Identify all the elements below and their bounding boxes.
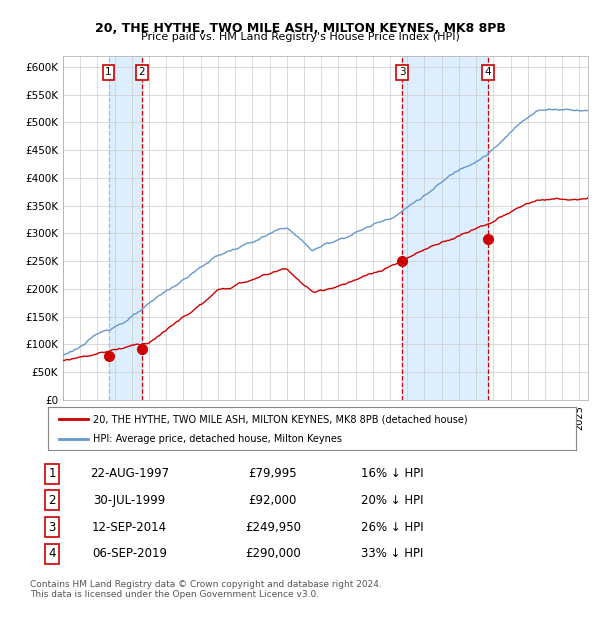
Bar	[109, 56, 142, 400]
Text: 26% ↓ HPI: 26% ↓ HPI	[361, 521, 424, 534]
Text: £79,995: £79,995	[248, 467, 297, 481]
Text: 4: 4	[49, 547, 56, 560]
Text: 2: 2	[139, 68, 145, 78]
Text: 22-AUG-1997: 22-AUG-1997	[90, 467, 169, 481]
Text: 20, THE HYTHE, TWO MILE ASH, MILTON KEYNES, MK8 8PB (detached house): 20, THE HYTHE, TWO MILE ASH, MILTON KEYN…	[93, 414, 467, 424]
Text: 12-SEP-2014: 12-SEP-2014	[92, 521, 167, 534]
Text: 3: 3	[49, 521, 56, 534]
Text: £290,000: £290,000	[245, 547, 301, 560]
Text: 16% ↓ HPI: 16% ↓ HPI	[361, 467, 424, 481]
Text: 06-SEP-2019: 06-SEP-2019	[92, 547, 167, 560]
Bar	[402, 56, 488, 400]
Text: HPI: Average price, detached house, Milton Keynes: HPI: Average price, detached house, Milt…	[93, 434, 342, 444]
Text: 1: 1	[105, 68, 112, 78]
Text: 3: 3	[399, 68, 406, 78]
Text: 33% ↓ HPI: 33% ↓ HPI	[361, 547, 424, 560]
Text: £92,000: £92,000	[248, 494, 297, 507]
Text: 20, THE HYTHE, TWO MILE ASH, MILTON KEYNES, MK8 8PB: 20, THE HYTHE, TWO MILE ASH, MILTON KEYN…	[95, 22, 505, 35]
Text: 1: 1	[49, 467, 56, 481]
Text: 30-JUL-1999: 30-JUL-1999	[93, 494, 166, 507]
Text: Contains HM Land Registry data © Crown copyright and database right 2024.
This d: Contains HM Land Registry data © Crown c…	[30, 580, 382, 599]
Text: 4: 4	[484, 68, 491, 78]
Text: Price paid vs. HM Land Registry's House Price Index (HPI): Price paid vs. HM Land Registry's House …	[140, 32, 460, 42]
Text: 20% ↓ HPI: 20% ↓ HPI	[361, 494, 424, 507]
Text: 2: 2	[49, 494, 56, 507]
Text: £249,950: £249,950	[245, 521, 301, 534]
